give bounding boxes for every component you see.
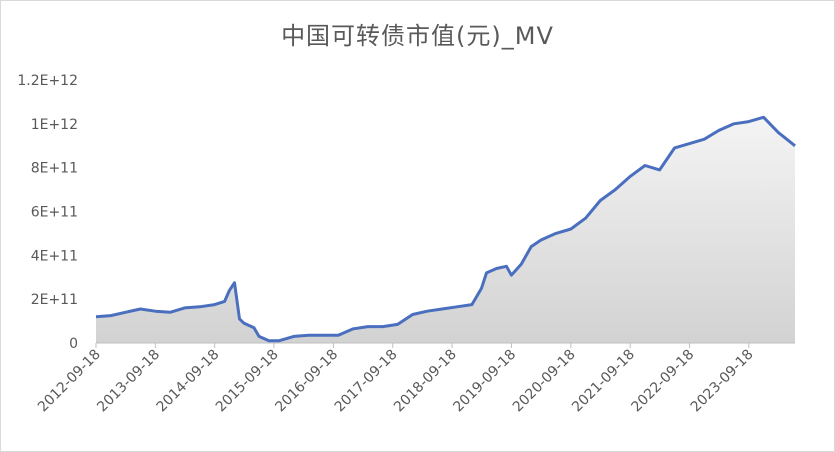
x-tick-label: 2023-09-18 xyxy=(688,347,757,416)
y-tick-label: 6E+11 xyxy=(31,205,78,221)
y-tick-label: 8E+11 xyxy=(31,161,78,177)
x-tick-label: 2020-09-18 xyxy=(510,347,579,416)
x-tick-label: 2012-09-18 xyxy=(35,347,104,416)
y-tick-label: 2E+11 xyxy=(31,292,78,308)
x-tick-label: 2013-09-18 xyxy=(94,347,163,416)
x-tick-label: 2014-09-18 xyxy=(154,347,223,416)
y-tick-label: 1.2E+12 xyxy=(17,73,78,89)
y-tick-label: 4E+11 xyxy=(31,248,78,264)
y-tick-label: 0 xyxy=(69,336,78,352)
y-tick-label: 1E+12 xyxy=(31,117,78,133)
x-axis-ticks: 2012-09-182013-09-182014-09-182015-09-18… xyxy=(35,343,757,415)
x-tick-label: 2015-09-18 xyxy=(213,347,282,416)
x-tick-label: 2019-09-18 xyxy=(450,347,519,416)
x-tick-label: 2016-09-18 xyxy=(272,347,341,416)
x-tick-label: 2017-09-18 xyxy=(332,347,401,416)
area-fill xyxy=(96,117,795,343)
x-tick-label: 2022-09-18 xyxy=(628,347,697,416)
chart-title: 中国可转债市值(元)_MV xyxy=(281,22,554,50)
x-tick-label: 2018-09-18 xyxy=(391,347,460,416)
series-line xyxy=(95,115,796,343)
x-tick-label: 2021-09-18 xyxy=(569,347,638,416)
y-axis-ticks: 0 2E+11 4E+11 6E+11 8E+11 1E+12 1.2E+12 xyxy=(17,73,78,352)
